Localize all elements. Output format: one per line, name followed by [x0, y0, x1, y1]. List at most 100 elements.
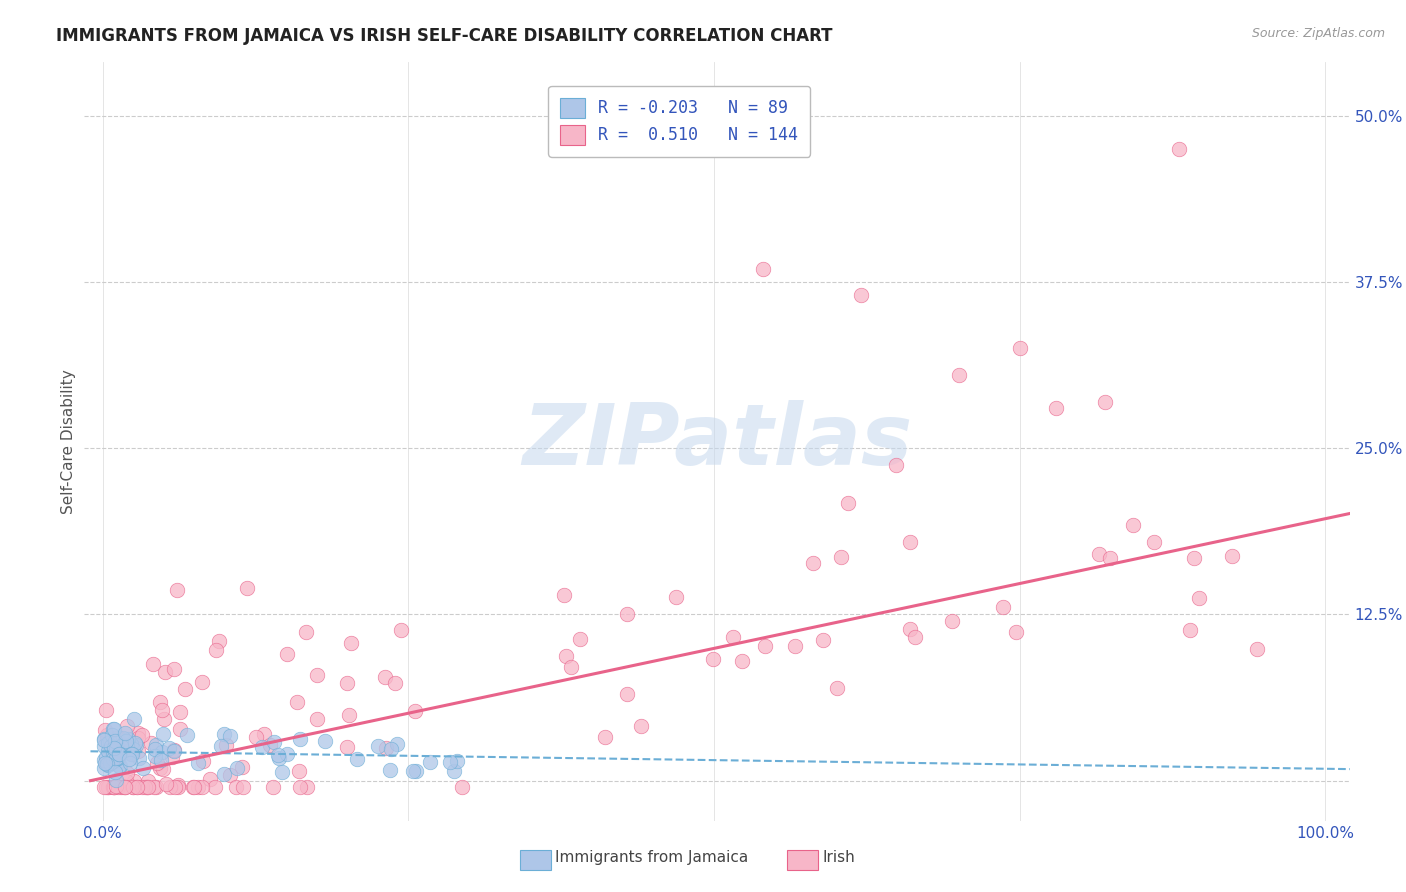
- Point: [837, 495, 859, 509]
- Point: [276, 648, 298, 662]
- Point: [1220, 549, 1243, 563]
- Point: [262, 780, 284, 795]
- Point: [131, 780, 153, 795]
- Point: [115, 765, 138, 780]
- Point: [314, 734, 336, 748]
- Point: [904, 630, 927, 644]
- Point: [443, 764, 465, 779]
- Point: [183, 780, 205, 795]
- Point: [155, 665, 177, 679]
- Point: [225, 761, 247, 775]
- Point: [346, 752, 368, 766]
- Point: [159, 780, 181, 795]
- Point: [1143, 535, 1166, 549]
- Point: [114, 780, 136, 795]
- Point: [93, 761, 115, 775]
- Point: [204, 780, 226, 795]
- Text: Source: ZipAtlas.com: Source: ZipAtlas.com: [1251, 27, 1385, 40]
- Point: [754, 639, 776, 653]
- Point: [295, 780, 318, 795]
- Point: [253, 727, 276, 741]
- Point: [630, 719, 652, 733]
- Point: [162, 662, 184, 676]
- Point: [152, 762, 174, 776]
- Point: [120, 741, 142, 756]
- Point: [1094, 394, 1116, 409]
- Point: [93, 732, 115, 747]
- Point: [898, 535, 921, 549]
- Point: [948, 368, 970, 382]
- Point: [162, 744, 184, 758]
- Point: [167, 778, 190, 792]
- Point: [117, 731, 139, 746]
- Point: [231, 760, 253, 774]
- Point: [136, 774, 159, 789]
- Point: [97, 736, 120, 750]
- Point: [115, 739, 138, 753]
- Point: [446, 754, 468, 768]
- Point: [121, 780, 143, 795]
- Point: [105, 751, 128, 765]
- Point: [114, 726, 136, 740]
- Text: ZIPatlas: ZIPatlas: [522, 400, 912, 483]
- Text: Immigrants from Jamaica: Immigrants from Jamaica: [555, 850, 748, 865]
- Point: [94, 756, 117, 770]
- Point: [100, 731, 122, 746]
- Point: [107, 751, 129, 765]
- Point: [402, 764, 425, 779]
- Point: [104, 733, 127, 747]
- Point: [176, 729, 198, 743]
- Point: [387, 737, 409, 751]
- Point: [250, 739, 273, 754]
- Point: [104, 749, 127, 764]
- Point: [157, 740, 180, 755]
- Point: [145, 780, 167, 795]
- Point: [105, 780, 128, 794]
- Point: [152, 727, 174, 741]
- Point: [187, 756, 209, 771]
- Point: [162, 750, 184, 764]
- Point: [167, 780, 190, 795]
- Point: [451, 780, 474, 795]
- Point: [849, 288, 872, 302]
- Point: [153, 712, 176, 726]
- Point: [93, 739, 115, 753]
- Point: [135, 780, 157, 795]
- Point: [100, 752, 122, 766]
- Point: [103, 741, 125, 756]
- Point: [115, 734, 138, 748]
- Point: [146, 756, 169, 770]
- Point: [166, 582, 188, 597]
- Point: [136, 780, 159, 795]
- Point: [98, 756, 121, 771]
- Point: [104, 773, 127, 788]
- Y-axis label: Self-Care Disability: Self-Care Disability: [60, 369, 76, 514]
- Point: [127, 731, 149, 746]
- Point: [122, 780, 145, 795]
- Point: [149, 761, 172, 775]
- Point: [107, 742, 129, 756]
- Point: [1246, 641, 1268, 656]
- Point: [236, 582, 259, 596]
- Point: [111, 731, 134, 745]
- Point: [103, 780, 125, 795]
- Point: [114, 774, 136, 789]
- Point: [93, 752, 115, 766]
- Point: [97, 757, 120, 772]
- Point: [97, 744, 120, 758]
- Point: [339, 636, 361, 650]
- Point: [367, 739, 389, 753]
- Point: [616, 607, 638, 621]
- Point: [118, 756, 141, 771]
- Point: [94, 723, 117, 737]
- Point: [93, 780, 115, 795]
- Point: [155, 777, 177, 791]
- Point: [97, 780, 120, 795]
- Point: [271, 765, 294, 780]
- Point: [103, 722, 125, 736]
- Point: [191, 675, 214, 690]
- Point: [336, 739, 359, 754]
- Point: [132, 761, 155, 775]
- Point: [198, 772, 221, 786]
- Point: [830, 549, 852, 564]
